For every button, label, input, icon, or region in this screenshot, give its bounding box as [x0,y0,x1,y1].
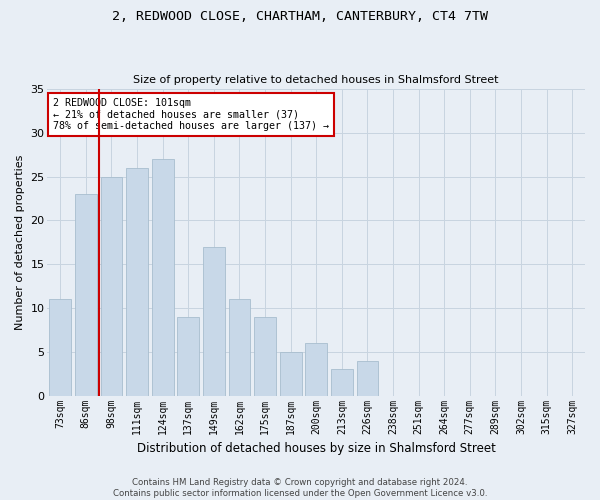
Bar [49,300,71,396]
Bar [101,176,122,396]
Text: 2, REDWOOD CLOSE, CHARTHAM, CANTERBURY, CT4 7TW: 2, REDWOOD CLOSE, CHARTHAM, CANTERBURY, … [112,10,488,23]
Bar [229,300,250,396]
X-axis label: Distribution of detached houses by size in Shalmsford Street: Distribution of detached houses by size … [137,442,496,455]
Bar [152,159,173,396]
Bar [178,317,199,396]
Text: 2 REDWOOD CLOSE: 101sqm
← 21% of detached houses are smaller (37)
78% of semi-de: 2 REDWOOD CLOSE: 101sqm ← 21% of detache… [53,98,329,132]
Bar [75,194,97,396]
Y-axis label: Number of detached properties: Number of detached properties [15,154,25,330]
Bar [305,343,327,396]
Bar [280,352,302,396]
Bar [331,370,353,396]
Text: Contains HM Land Registry data © Crown copyright and database right 2024.
Contai: Contains HM Land Registry data © Crown c… [113,478,487,498]
Title: Size of property relative to detached houses in Shalmsford Street: Size of property relative to detached ho… [133,76,499,86]
Bar [356,360,379,396]
Bar [126,168,148,396]
Bar [203,246,225,396]
Bar [254,317,276,396]
